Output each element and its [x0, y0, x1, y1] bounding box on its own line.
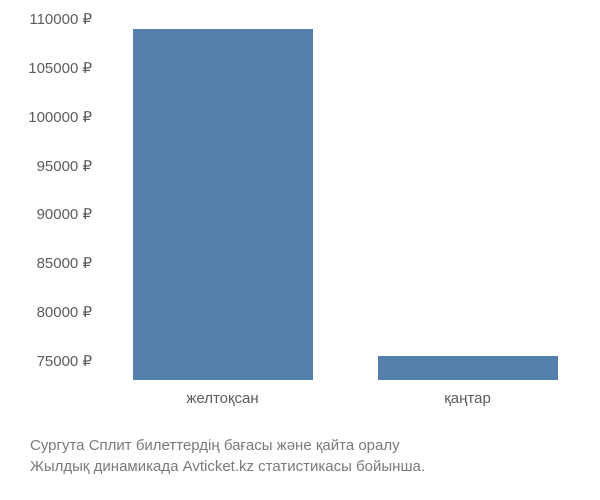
y-tick-label: 95000 ₽ — [0, 157, 92, 175]
bar — [133, 29, 313, 380]
x-tick-label: желтоқсан — [186, 390, 258, 407]
caption-line2: Жылдық динамикада Avticket.kz статистика… — [30, 456, 590, 477]
y-tick-label: 80000 ₽ — [0, 303, 92, 321]
y-tick-label: 85000 ₽ — [0, 254, 92, 272]
plot-area — [100, 0, 590, 380]
y-tick-label: 100000 ₽ — [0, 108, 92, 126]
x-tick-label: қаңтар — [444, 390, 491, 407]
y-tick-label: 90000 ₽ — [0, 205, 92, 223]
chart-container: 75000 ₽ 80000 ₽ 85000 ₽ 90000 ₽ 95000 ₽ 10000… — [0, 0, 600, 420]
y-tick-label: 110000 ₽ — [0, 10, 92, 28]
y-tick-label: 75000 ₽ — [0, 352, 92, 370]
bar — [378, 356, 558, 380]
y-tick-label: 105000 ₽ — [0, 59, 92, 77]
x-axis: желтоқсан қаңтар — [100, 385, 590, 415]
chart-caption: Сургута Сплит билеттердің бағасы және қа… — [30, 435, 590, 477]
caption-line1: Сургута Сплит билеттердің бағасы және қа… — [30, 435, 590, 456]
y-axis: 75000 ₽ 80000 ₽ 85000 ₽ 90000 ₽ 95000 ₽ 10000… — [0, 0, 100, 380]
